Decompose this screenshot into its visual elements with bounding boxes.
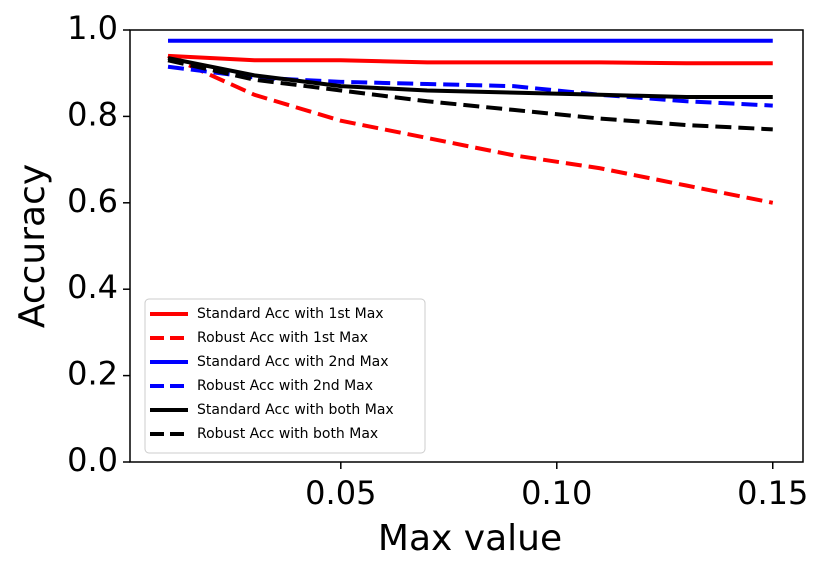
legend-label: Robust Acc with 2nd Max xyxy=(197,378,373,394)
x-tick-label: 0.10 xyxy=(521,474,592,512)
legend-label: Standard Acc with 2nd Max xyxy=(197,354,389,370)
x-tick-label: 0.05 xyxy=(305,474,376,512)
y-tick-label: 0.2 xyxy=(67,355,118,393)
x-tick-label: 0.15 xyxy=(737,474,808,512)
line-series xyxy=(167,64,773,108)
y-axis-label: Accuracy xyxy=(12,164,53,328)
line-series xyxy=(167,58,773,132)
legend-box xyxy=(144,298,426,454)
line-series xyxy=(167,56,773,99)
y-tick-label: 0.0 xyxy=(67,441,118,479)
y-tick-label: 0.6 xyxy=(67,182,118,220)
x-axis-label: Max value xyxy=(378,518,562,559)
legend-label: Standard Acc with both Max xyxy=(197,402,394,418)
legend-label: Standard Acc with 1st Max xyxy=(197,306,384,322)
y-tick-label: 1.0 xyxy=(67,9,118,47)
line-series xyxy=(167,54,774,205)
legend-label: Robust Acc with 1st Max xyxy=(197,330,368,346)
y-tick-label: 0.8 xyxy=(67,95,118,133)
line-series xyxy=(167,53,773,66)
plot-frame xyxy=(129,29,804,463)
legend-label: Robust Acc with both Max xyxy=(197,426,378,442)
y-tick-label: 0.4 xyxy=(67,268,118,306)
